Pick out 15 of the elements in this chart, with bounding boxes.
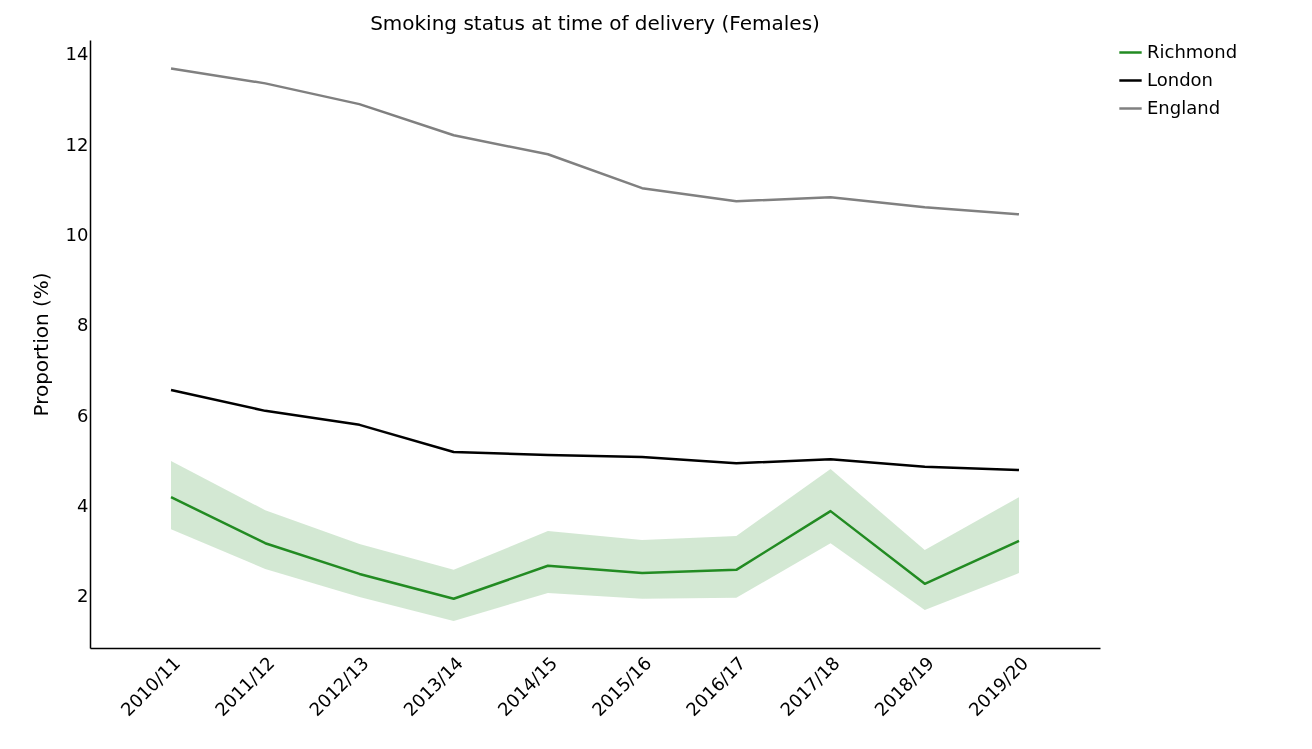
legend-label: Richmond	[1147, 40, 1238, 62]
line-series	[169, 495, 1021, 601]
y-tick-label: 6	[77, 404, 89, 426]
legend-label: London	[1147, 68, 1213, 90]
y-tick-label: 8	[77, 314, 89, 336]
line-series	[169, 388, 1021, 472]
y-tick-label: 10	[65, 224, 89, 246]
y-tick-label: 12	[65, 133, 89, 155]
y-tick-label: 4	[77, 495, 89, 517]
line-series	[169, 67, 1021, 216]
chart-title: Smoking status at time of delivery (Females)	[370, 11, 820, 35]
y-axis-title: Proportion (%)	[28, 272, 53, 417]
y-tick-label: 14	[65, 43, 89, 65]
legend-label: England	[1147, 96, 1221, 118]
y-tick-label: 2	[77, 585, 89, 607]
